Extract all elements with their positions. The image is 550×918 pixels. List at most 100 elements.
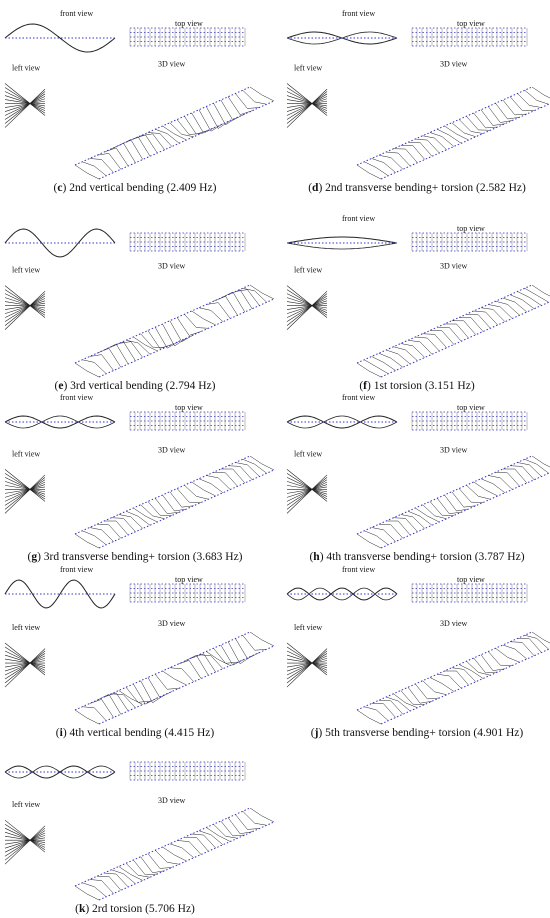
left-shape — [4, 88, 46, 128]
mesh-line — [104, 147, 117, 153]
mesh-line — [162, 323, 175, 347]
mesh-line — [495, 301, 508, 305]
left-shape — [4, 293, 46, 326]
mesh-line — [393, 346, 406, 351]
mesh-line — [463, 320, 476, 335]
mesh-line — [145, 515, 158, 523]
mesh-line — [101, 529, 114, 542]
mesh-line — [225, 472, 238, 487]
caption-part: k — [79, 903, 86, 915]
left-shape — [4, 646, 46, 673]
mesh-line — [500, 477, 513, 490]
mesh-line — [422, 135, 435, 139]
left-shape — [286, 93, 328, 120]
left-shape — [4, 301, 46, 309]
mesh-line — [429, 132, 442, 137]
left-shape — [4, 831, 46, 846]
left-shape — [4, 486, 46, 494]
mesh-line — [254, 463, 267, 474]
mesh-line — [480, 478, 494, 484]
view-label: top view — [175, 19, 203, 28]
left-shape — [4, 827, 46, 861]
mesh-line — [176, 119, 190, 135]
mesh-line — [104, 872, 117, 875]
left-shape — [286, 658, 328, 666]
mesh-line — [94, 707, 107, 721]
mesh-line — [235, 638, 248, 659]
mesh-line — [188, 660, 202, 679]
mesh-line — [356, 709, 370, 719]
mesh-line — [145, 344, 158, 352]
mesh-line — [368, 172, 382, 180]
mesh-line — [485, 311, 498, 326]
mesh-line — [507, 117, 520, 120]
mesh-line — [162, 125, 175, 135]
mesh-line — [400, 343, 413, 347]
left-shape — [286, 473, 328, 500]
mesh-line — [115, 692, 129, 712]
mesh-line — [463, 132, 476, 137]
caption-part: ) 2nd vertical bending (2.409 Hz) — [63, 182, 217, 194]
mesh-line — [529, 638, 542, 653]
left-shape — [286, 96, 328, 116]
front-shape — [286, 415, 398, 429]
mesh-line — [198, 109, 212, 132]
mesh-line — [434, 137, 447, 150]
mesh-line — [543, 639, 550, 644]
deck-line — [356, 631, 533, 711]
mesh-line — [213, 824, 226, 837]
mesh-line — [397, 152, 411, 167]
mesh-line — [108, 876, 122, 891]
mesh-line — [507, 657, 520, 663]
mesh-line — [154, 327, 168, 349]
caption-part: ( — [308, 182, 312, 194]
caption: (c) 2nd vertical bending (2.409 Hz) — [54, 182, 217, 194]
mesh-line — [227, 817, 241, 834]
mesh-line — [531, 455, 545, 465]
front-shape — [4, 579, 116, 609]
left-shape — [4, 477, 46, 497]
left-shape — [4, 290, 46, 330]
mesh-line — [174, 678, 187, 686]
deck-line — [98, 821, 275, 901]
mesh-line — [137, 515, 151, 526]
mesh-line — [407, 511, 421, 517]
mesh-line — [169, 122, 182, 135]
mesh-line — [167, 512, 180, 514]
mesh-line — [74, 362, 88, 372]
mesh-line — [242, 288, 255, 292]
mesh-line — [181, 134, 194, 137]
view-label: 3D view — [158, 796, 186, 805]
mesh-line — [108, 153, 122, 170]
mesh-line — [364, 706, 377, 711]
caption-part: ( — [311, 727, 315, 739]
mesh-line — [378, 524, 391, 526]
left-shape — [286, 481, 328, 495]
mode-panel: front view top view left view 3D view (h) 4t… — [286, 393, 550, 563]
mesh-line — [108, 348, 122, 368]
front-shape — [286, 587, 398, 601]
mesh-line — [473, 481, 486, 491]
mesh-line — [206, 475, 219, 479]
caption-part: e — [58, 380, 63, 392]
mesh-line — [466, 116, 479, 131]
view-label: front view — [342, 214, 375, 223]
mesh-line — [510, 465, 523, 467]
mesh-line — [130, 698, 143, 705]
mesh-line — [449, 675, 462, 689]
left-shape — [4, 289, 46, 316]
mesh-line — [383, 362, 396, 371]
mesh-line — [429, 501, 443, 516]
mesh-line — [198, 830, 212, 835]
mesh-line — [400, 690, 413, 705]
left-shape — [286, 302, 328, 310]
left-shape — [4, 660, 46, 668]
mesh-line — [228, 465, 241, 467]
mesh-line — [427, 139, 440, 154]
left-shape — [4, 481, 46, 495]
mesh-line — [101, 354, 114, 371]
caption-part: h — [313, 551, 320, 563]
left-shape — [286, 297, 328, 311]
mesh-line — [495, 472, 508, 474]
left-shape — [4, 298, 46, 318]
